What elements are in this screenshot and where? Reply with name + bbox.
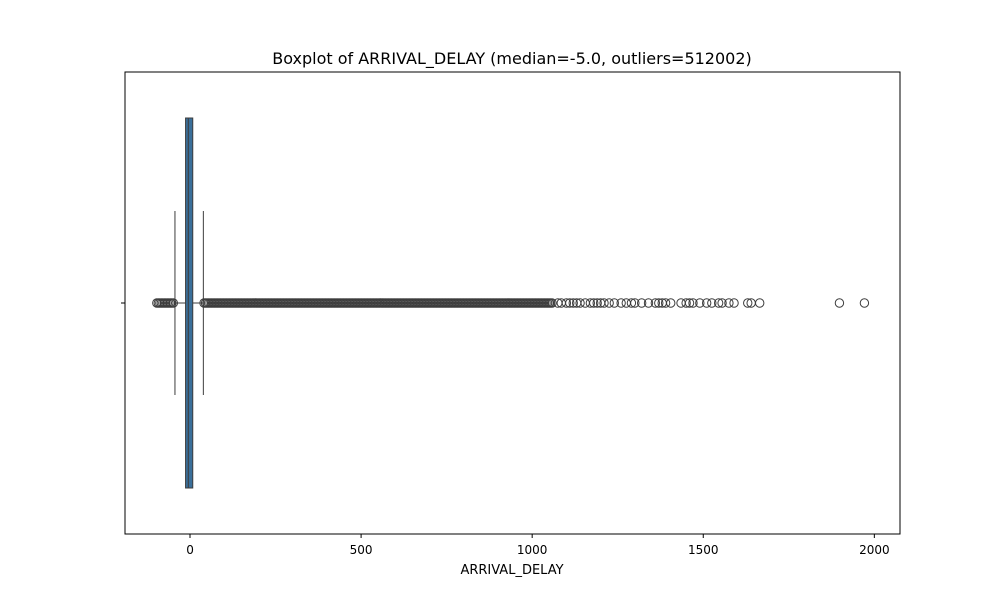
outlier-point <box>636 298 647 308</box>
x-tick-label: 500 <box>350 543 373 557</box>
outlier-point <box>717 298 727 308</box>
outlier-band-high <box>199 298 557 308</box>
outlier-point <box>684 298 695 308</box>
outlier-point <box>561 298 572 308</box>
outlier-point <box>729 298 739 308</box>
outlier-point <box>599 298 609 308</box>
outlier-point <box>707 298 717 308</box>
outlier-point <box>592 298 602 308</box>
outlier-point <box>666 298 676 308</box>
outlier-point <box>701 298 712 308</box>
outlier-point <box>660 298 671 308</box>
outlier-point <box>681 298 691 308</box>
outlier-point <box>616 298 626 308</box>
outlier-point <box>580 298 590 308</box>
x-tick-label: 2000 <box>859 543 890 557</box>
outlier-point <box>626 298 637 308</box>
outlier-point <box>575 298 585 308</box>
outlier-point <box>621 298 631 308</box>
x-axis-label: ARRIVAL_DELAY <box>460 563 563 578</box>
outlier-point <box>609 298 619 308</box>
outlier-point <box>834 298 845 308</box>
outlier-point <box>568 298 578 308</box>
outlier-point <box>724 298 734 308</box>
box-iqr <box>185 117 194 489</box>
x-tick-label: 1500 <box>688 543 719 557</box>
outlier-point <box>654 298 664 308</box>
outlier-point <box>589 298 599 308</box>
outlier-point <box>743 298 753 308</box>
outlier-point <box>755 298 765 308</box>
outlier-point <box>565 298 575 308</box>
outlier-point <box>643 298 654 308</box>
outlier-point <box>604 298 614 308</box>
outlier-point <box>630 298 640 308</box>
outlier-point <box>688 298 698 308</box>
outlier-point <box>676 298 686 308</box>
outlier-band-low <box>152 298 179 308</box>
outlier-point <box>650 298 661 308</box>
outlier-point <box>695 298 705 308</box>
chart-title: Boxplot of ARRIVAL_DELAY (median=-5.0, o… <box>272 49 752 69</box>
x-tick-label: 0 <box>186 543 194 557</box>
x-tick-label: 1000 <box>517 543 548 557</box>
outlier-point <box>859 298 870 308</box>
outlier-point <box>713 298 724 308</box>
outlier-point <box>585 298 596 308</box>
